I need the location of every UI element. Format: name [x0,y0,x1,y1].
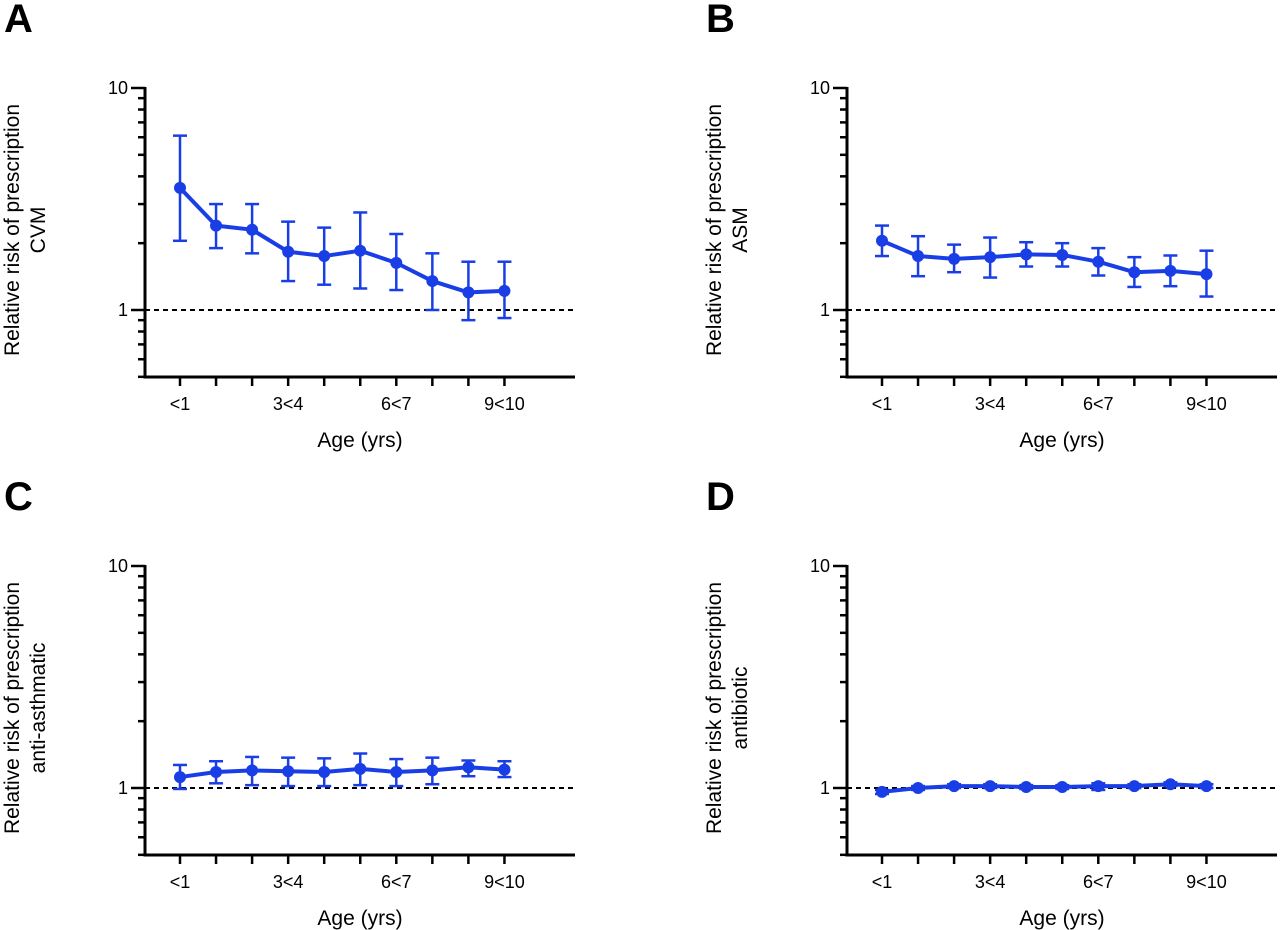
data-point [390,766,403,779]
data-point [1092,780,1105,793]
panel-letter: D [706,475,735,519]
x-tick-label: <1 [872,394,893,414]
data-point [984,251,997,264]
x-tick-label: 3<4 [975,872,1006,892]
data-point [318,250,331,263]
data-point [174,771,186,784]
data-point [876,785,888,798]
x-tick-label: 9<10 [484,394,525,414]
data-point [1200,780,1213,793]
data-point [426,764,439,777]
panel-letter: A [4,0,33,41]
data-point [462,761,475,774]
data-point [876,234,888,247]
x-axis-title: Age (yrs) [317,907,402,930]
y-tick-label: 1 [820,300,830,320]
x-tick-label: 3<4 [975,394,1006,414]
x-axis-title: Age (yrs) [1019,907,1104,930]
data-point [1020,781,1033,794]
x-axis-title: Age (yrs) [1019,429,1104,452]
x-tick-label: 9<10 [1186,394,1227,414]
data-point [282,245,295,258]
data-point [984,780,997,793]
data-point [354,244,367,257]
data-point [1200,268,1213,281]
series-line [178,186,505,295]
y-axis-title: Relative risk of prescription ASM [703,104,752,356]
data-point [246,764,259,777]
x-tick-label: <1 [872,872,893,892]
panel-d: D 1 10 <1 3<4 6<7 9<10 Age (yrs) Relative risk o… [703,475,1277,930]
x-tick-label: 9<10 [484,872,525,892]
y-tick-label: 10 [108,556,128,576]
data-point [354,762,367,775]
data-point [210,766,223,779]
data-point [462,286,475,299]
x-tick-label: 3<4 [273,394,304,414]
series-line [881,238,1207,277]
series-line [179,765,505,780]
x-tick-label: 9<10 [1186,872,1227,892]
data-point [426,275,439,288]
data-point [498,284,511,297]
series-line [881,782,1207,794]
panel-c: C 1 10 <1 3<4 6<7 9<10 Age (yrs) Relative risk o… [1,475,575,930]
data-point [174,181,186,194]
x-tick-label: 6<7 [1083,872,1114,892]
data-point [1128,266,1141,279]
data-point [390,256,403,269]
data-point [318,766,331,779]
data-point [210,219,223,232]
y-tick-label: 10 [108,78,128,98]
panel-b: B 1 10 <1 3<4 6<7 9<10 Age (yrs) Relative risk o… [703,0,1277,452]
data-point [1056,248,1069,261]
data-point [1092,255,1105,268]
data-point [912,782,925,794]
data-point [1020,248,1033,261]
y-tick-label: 10 [810,78,830,98]
x-tick-label: 6<7 [1083,394,1114,414]
data-point [912,250,925,263]
y-tick-label: 1 [118,300,128,320]
data-point [948,780,961,793]
y-axis-title: Relative risk of prescription CVM [1,104,50,356]
data-point [1128,780,1141,793]
panel-letter: C [4,475,33,519]
data-point [246,223,259,236]
panel-a: A 1 10 <1 3<4 6<7 9<10 Age (yrs) Relative risk o… [1,0,575,452]
x-axis-title: Age (yrs) [317,429,402,452]
x-tick-label: <1 [170,394,191,414]
y-tick-label: 1 [820,778,830,798]
x-tick-label: 6<7 [381,872,412,892]
x-tick-label: <1 [170,872,191,892]
x-tick-label: 6<7 [381,394,412,414]
y-axis-title: Relative risk of prescription anti-asthma… [1,582,50,834]
data-point [948,252,961,265]
data-point [1056,781,1069,794]
y-tick-label: 1 [118,778,128,798]
panel-letter: B [706,0,735,41]
x-tick-label: 3<4 [273,872,304,892]
y-axis-title: Relative risk of prescription antibiotic [703,582,752,834]
data-point [282,765,295,778]
data-point [498,763,511,776]
y-tick-label: 10 [810,556,830,576]
data-point [1164,264,1177,277]
data-point [1164,778,1177,791]
